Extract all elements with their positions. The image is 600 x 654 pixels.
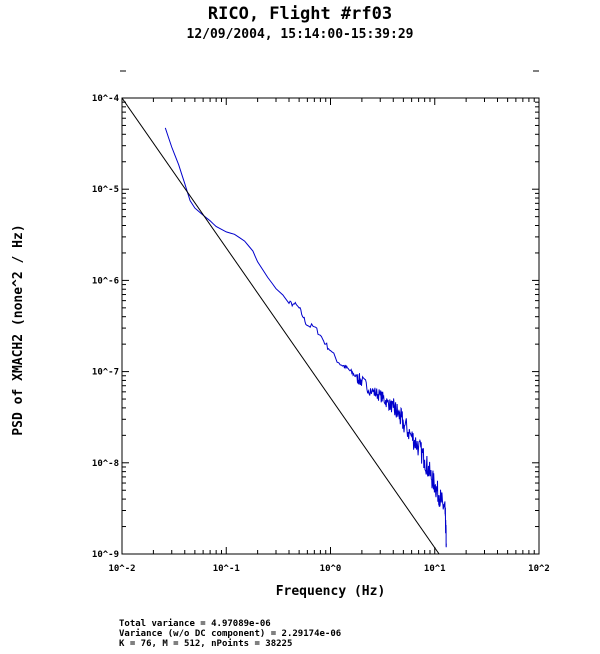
y-axis-label: PSD of XMACH2 (none^2 / Hz) [11,224,26,435]
chart-title: RICO, Flight #rf03 [207,4,393,24]
y-tick-label: 10^-6 [92,276,119,286]
y-tick-label: 10^-8 [92,459,119,469]
y-tick-label: 10^-4 [92,94,120,104]
total-variance-text: Total variance = 4.97089e-06 [119,619,271,629]
x-tick-label: 10^1 [424,564,446,574]
statistics-block: Total variance = 4.97089e-06 Variance (w/… [119,619,341,649]
psd-series-line [164,127,447,548]
parameters-text: K = 76, M = 512, nPoints = 38225 [119,639,293,649]
variance-no-dc-text: Variance (w/o DC component) = 2.29174e-0… [119,629,342,639]
y-tick-label: 10^-7 [92,368,119,378]
reference-slope-line [122,98,440,554]
x-tick-label: 10^-1 [213,564,240,574]
chart-subtitle: 12/09/2004, 15:14:00-15:39:29 [186,27,414,42]
x-axis-label: Frequency (Hz) [276,584,386,599]
y-tick-label: 10^-9 [92,550,119,560]
x-tick-label: 10^2 [528,564,550,574]
plot-frame [121,97,540,555]
y-tick-label: 10^-5 [92,185,119,195]
x-tick-label: 10^0 [320,564,342,574]
x-tick-label: 10^-2 [108,564,135,574]
